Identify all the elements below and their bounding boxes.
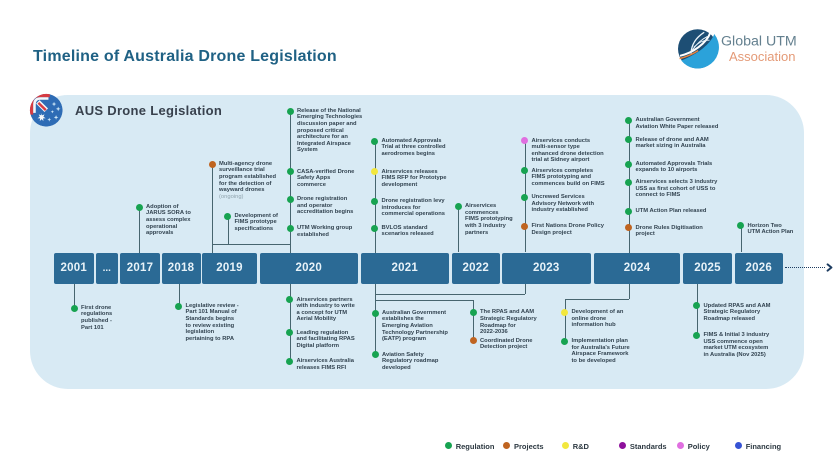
svg-text:Global UTM: Global UTM [721,34,797,50]
svg-text:Association: Association [729,49,795,64]
